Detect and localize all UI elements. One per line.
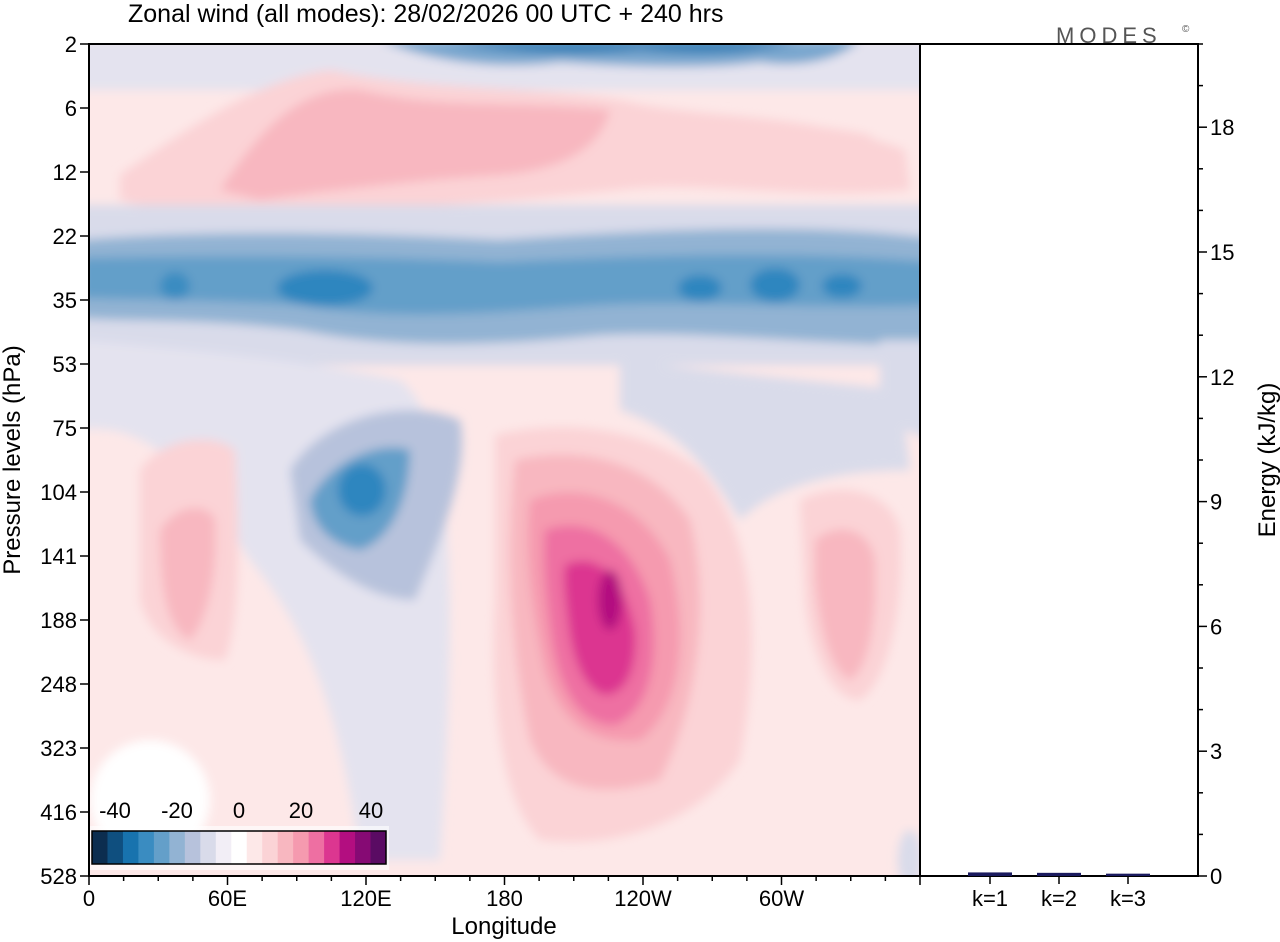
y-tick-label: 141 bbox=[40, 544, 77, 569]
energy-tick-label: 3 bbox=[1210, 739, 1222, 764]
colorbar-label-1: -40 bbox=[99, 798, 131, 823]
y-tick-label: 323 bbox=[40, 736, 77, 761]
energy-bar-k=2 bbox=[1037, 872, 1081, 876]
contour-bottom-right-patch bbox=[898, 830, 920, 876]
colorbar-cells bbox=[92, 831, 387, 864]
x-tick-label: 120E bbox=[340, 886, 391, 911]
chart-title: Zonal wind (all modes): 28/02/2026 00 UT… bbox=[128, 0, 723, 28]
x-axis: 0 60E 120E 180 120W 60W bbox=[83, 876, 921, 911]
energy-tick-label: 15 bbox=[1210, 240, 1234, 265]
contour-easterly-core-5 bbox=[160, 272, 190, 300]
x-tick-label: 60W bbox=[759, 886, 804, 911]
bar-category-label: k=1 bbox=[972, 886, 1008, 911]
colorbar-label-3: 0 bbox=[233, 798, 245, 823]
y-tick-label: 416 bbox=[40, 800, 77, 825]
colorbar-cell-17 bbox=[339, 831, 356, 864]
colorbar-cell-16 bbox=[324, 831, 341, 864]
y-tick-label: 53 bbox=[53, 352, 77, 377]
energy-tick-label: 12 bbox=[1210, 365, 1234, 390]
colorbar-cell-10 bbox=[231, 831, 248, 864]
contour-easterly-core-2 bbox=[678, 275, 722, 301]
energy-axis: 0 3 6 9 12 15 18 bbox=[1198, 43, 1234, 889]
colorbar-cell-19 bbox=[370, 831, 387, 864]
y-tick-label: 188 bbox=[40, 608, 77, 633]
contour-upper-westerly-right bbox=[665, 123, 872, 165]
y-tick-label: 528 bbox=[40, 864, 77, 889]
contour-easterly-core-4 bbox=[822, 274, 862, 298]
contour-jet-core bbox=[598, 570, 622, 630]
contour-easterly-core-1 bbox=[277, 270, 373, 306]
x-axis-title: Longitude bbox=[451, 913, 556, 940]
energy-tick-label: 9 bbox=[1210, 490, 1222, 515]
y-axis-title: Pressure levels (hPa) bbox=[0, 345, 26, 574]
y-tick-label: 12 bbox=[53, 160, 77, 185]
colorbar-cell-14 bbox=[293, 831, 310, 864]
colorbar-cell-9 bbox=[215, 831, 232, 864]
colorbar-cell-6 bbox=[169, 831, 186, 864]
colorbar-cell-13 bbox=[277, 831, 294, 864]
colorbar-cell-15 bbox=[308, 831, 325, 864]
colorbar-cell-12 bbox=[262, 831, 279, 864]
x-tick-label: 60E bbox=[208, 886, 247, 911]
bar-category-label: k=3 bbox=[1110, 886, 1146, 911]
y-axis: 2 6 12 22 35 53 75 104 141 188 248 323 416 528 bbox=[40, 32, 89, 889]
bar-category-label: k=2 bbox=[1041, 886, 1077, 911]
y-tick-label: 104 bbox=[40, 480, 77, 505]
y-tick-label: 248 bbox=[40, 672, 77, 697]
contour-right-edge-negative bbox=[880, 340, 920, 436]
contour-easterly-core-3 bbox=[750, 268, 800, 302]
contour-upper-westerly-core bbox=[220, 89, 610, 200]
y-tick-label: 22 bbox=[53, 224, 77, 249]
contour-field bbox=[89, 44, 920, 876]
energy-tick-label: 0 bbox=[1210, 864, 1222, 889]
colorbar-label-2: -20 bbox=[161, 798, 193, 823]
colorbar: -40 -20 0 20 40 bbox=[89, 798, 389, 870]
contour-right-westerly-core bbox=[815, 529, 876, 680]
colorbar-cell-7 bbox=[184, 831, 201, 864]
x-tick-label: 120W bbox=[614, 886, 672, 911]
contour-left-westerly-core bbox=[160, 508, 216, 640]
colorbar-frame bbox=[91, 830, 387, 865]
colorbar-cell-18 bbox=[355, 831, 372, 864]
energy-bar-k=3 bbox=[1106, 873, 1150, 876]
contour-lower-left-negative-center bbox=[338, 464, 386, 516]
bar-panel-frame bbox=[919, 43, 1199, 877]
colorbar-cell-8 bbox=[200, 831, 217, 864]
colorbar-label-5: 40 bbox=[359, 798, 383, 823]
energy-tick-label: 6 bbox=[1210, 614, 1222, 639]
colorbar-cell-3 bbox=[122, 831, 139, 864]
x-tick-label: 180 bbox=[486, 886, 523, 911]
colorbar-cell-4 bbox=[138, 831, 155, 864]
x-tick-label: 0 bbox=[83, 886, 95, 911]
contour-top-easterly-core bbox=[459, 44, 787, 54]
energy-bars: k=1 k=2 k=3 bbox=[968, 872, 1150, 911]
energy-tick-label: 18 bbox=[1210, 115, 1234, 140]
y-tick-label: 6 bbox=[65, 96, 77, 121]
colorbar-cell-1 bbox=[92, 831, 108, 864]
y-tick-label: 75 bbox=[53, 416, 77, 441]
energy-axis-title: Energy (kJ/kg) bbox=[1254, 383, 1280, 538]
contour-lower-right-negative bbox=[620, 360, 910, 520]
colorbar-cell-2 bbox=[107, 831, 124, 864]
y-tick-label: 35 bbox=[53, 288, 77, 313]
colorbar-cell-11 bbox=[246, 831, 263, 864]
energy-bar-k=1 bbox=[968, 872, 1012, 876]
y-tick-label: 2 bbox=[65, 32, 77, 57]
logo-mark: © bbox=[1182, 24, 1190, 35]
colorbar-label-4: 20 bbox=[289, 798, 313, 823]
colorbar-cell-5 bbox=[153, 831, 170, 864]
